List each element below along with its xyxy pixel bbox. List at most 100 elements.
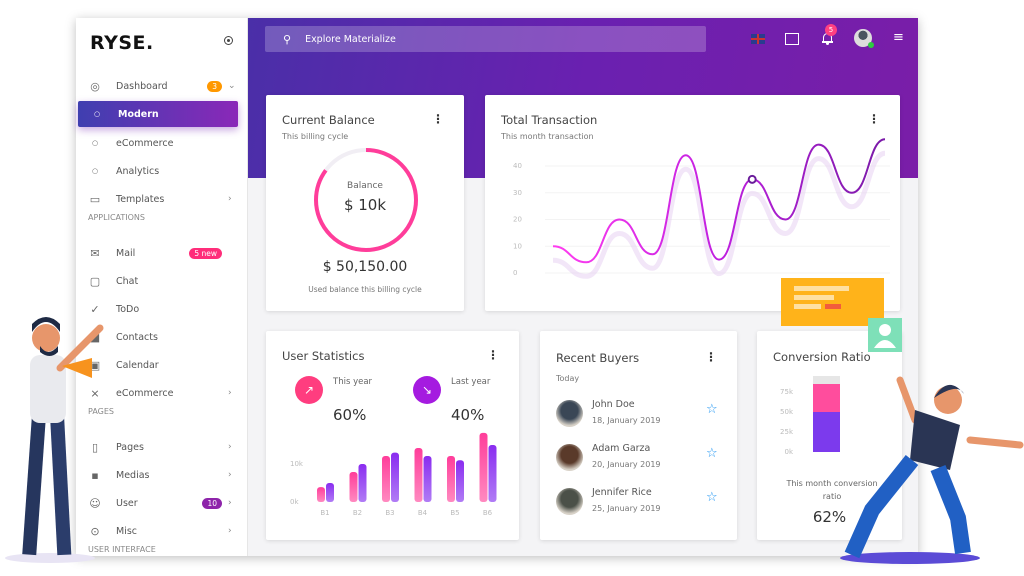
bar-b2-series-1 [349, 471, 358, 502]
sidebar-item-dashboard[interactable]: ◎ Dashboard 3 ⌄ [76, 73, 248, 99]
trending-down-icon: ↘ [413, 376, 441, 404]
sidebar-item-label: Contacts [116, 331, 158, 343]
sidebar-badge: 10 [202, 497, 222, 509]
buyer-avatar [556, 444, 583, 471]
search-input[interactable]: ⚲ Explore Materialize [265, 26, 706, 52]
sidebar-item-label: Medias [116, 469, 150, 481]
chevron-right-icon: › [228, 470, 232, 480]
more-options-icon[interactable]: ⋮ [705, 350, 717, 364]
sidebar-toggle-icon[interactable] [224, 36, 233, 45]
sidebar-item-chat[interactable]: ▢ Chat [76, 268, 248, 294]
sidebar-item-pages[interactable]: ▯ Pages › [76, 434, 248, 460]
menu-icon[interactable]: ≡ [893, 30, 904, 45]
check-icon: ✓ [90, 302, 100, 316]
avatar[interactable] [854, 29, 872, 47]
ring-label: Balance [347, 181, 383, 191]
trending-up-icon: ↗ [295, 376, 323, 404]
bar-b3-series-1 [382, 456, 390, 502]
buyer-date: 20, January 2019 [592, 460, 661, 469]
sidebar-item-label: Analytics [116, 165, 160, 177]
sidebar-item-ecommerce[interactable]: ⨯ eCommerce › [76, 380, 248, 406]
circle-icon: ○ [93, 110, 101, 118]
more-options-icon[interactable]: ⋮ [868, 112, 880, 126]
buyer-row[interactable]: Adam Garza 20, January 2019 ☆ [540, 440, 737, 476]
person-pointing-illustration [840, 318, 1024, 564]
x-tick-label: B5 [450, 509, 459, 517]
sidebar-item-medias[interactable]: ▪ Medias › [76, 462, 248, 488]
bar-b5-series-1 [447, 456, 455, 502]
buyer-date: 25, January 2019 [592, 504, 661, 513]
sidebar-item-ecommerce[interactable]: ○ eCommerce [76, 130, 248, 156]
ring-value: $ 10k [343, 196, 387, 214]
bar-b4-series-1 [414, 448, 423, 502]
chevron-right-icon: › [228, 194, 232, 204]
card-title: User Statistics [282, 349, 365, 363]
star-icon[interactable]: ☆ [706, 402, 718, 417]
pages-icon: ▯ [91, 440, 99, 454]
highlight-point [747, 174, 757, 184]
more-options-icon[interactable]: ⋮ [487, 348, 499, 362]
section-user-interface: USER INTERFACE [88, 545, 156, 554]
x-tick-label: B2 [353, 509, 362, 517]
user-face-icon: ☺ [89, 496, 101, 510]
sidebar-item-misc[interactable]: ⊙ Misc › [76, 518, 248, 544]
star-icon[interactable]: ☆ [706, 446, 718, 461]
fullscreen-icon[interactable] [785, 33, 799, 45]
last-year-label: Last year [451, 377, 491, 387]
sidebar-item-modern[interactable]: ○ Modern [78, 101, 238, 127]
sidebar-badge: 3 [207, 80, 222, 92]
conversion-value: 62% [812, 508, 847, 526]
balance-amount: $ 50,150.00 [322, 259, 408, 275]
buyer-name: John Doe [592, 399, 635, 410]
online-status-dot [868, 42, 874, 48]
card-title: Total Transaction [501, 113, 598, 127]
x-tick-label: B1 [320, 509, 329, 517]
bar-b2-series-2 [358, 464, 367, 502]
buyer-row[interactable]: Jennifer Rice 25, January 2019 ☆ [540, 484, 737, 520]
notification-badge: 5 [825, 24, 837, 36]
logo: RYSE. [90, 32, 154, 54]
last-year-value: 40% [451, 406, 485, 424]
card-subtitle: This month transaction [501, 132, 594, 141]
stack-segment-1 [813, 412, 840, 452]
person-megaphone-illustration [5, 317, 104, 563]
sidebar-item-calendar[interactable]: ▣ Calendar [76, 352, 248, 378]
bar-b1-series-2 [326, 483, 334, 502]
sidebar-item-label: Modern [118, 108, 159, 120]
y-tick-label: 10k [290, 460, 304, 468]
star-icon[interactable]: ☆ [706, 490, 718, 505]
sidebar: RYSE. ◎ Dashboard 3 ⌄ ○ Modern ○ eCommerce ○ Anal… [76, 18, 248, 556]
chevron-right-icon: › [228, 442, 232, 452]
sidebar-item-label: Misc [116, 525, 138, 537]
buyer-date: 18, January 2019 [592, 416, 661, 425]
sidebar-item-mail[interactable]: ✉ Mail 5 new [76, 240, 248, 266]
y-tick-label: 0k [784, 448, 793, 456]
balance-caption: Used balance this billing cycle [308, 285, 422, 294]
sidebar-item-user[interactable]: ☺ User 10 › [76, 490, 248, 516]
cart-icon: ⨯ [90, 386, 100, 400]
y-tick-label: 10 [513, 242, 522, 250]
conversion-stacked-bar: 0k 25k 50k 75k [780, 376, 840, 456]
y-tick-label: 75k [780, 388, 794, 396]
media-icon: ▪ [91, 468, 99, 482]
sidebar-item-analytics[interactable]: ○ Analytics [76, 158, 248, 184]
y-tick-label: 0k [290, 498, 299, 506]
sidebar-item-label: Pages [116, 441, 144, 453]
transaction-line-chart: 0 10 20 30 40 [513, 138, 890, 279]
recent-buyers-card: Recent Buyers ⋮ Today John Doe 18, Janua… [540, 331, 737, 540]
chevron-down-icon: ⌄ [228, 81, 236, 91]
uk-flag-icon[interactable] [751, 34, 765, 44]
sidebar-item-todo[interactable]: ✓ ToDo [76, 296, 248, 322]
sidebar-item-label: Calendar [116, 359, 159, 371]
transaction-line [552, 138, 886, 264]
x-tick-label: B3 [385, 509, 394, 517]
templates-icon: ▭ [89, 192, 101, 206]
more-options-icon[interactable]: ⋮ [432, 112, 444, 126]
misc-icon: ⊙ [90, 524, 100, 538]
current-balance-card: Current Balance This billing cycle ⋮ Bal… [266, 95, 464, 311]
sidebar-item-label: eCommerce [116, 387, 174, 399]
buyer-row[interactable]: John Doe 18, January 2019 ☆ [540, 396, 737, 432]
buyers-group-label: Today [556, 374, 580, 383]
buyer-avatar [556, 400, 583, 427]
sidebar-item-templates[interactable]: ▭ Templates › [76, 186, 248, 212]
